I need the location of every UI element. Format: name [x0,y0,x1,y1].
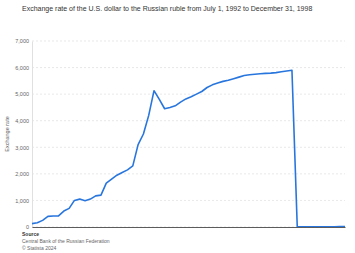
grid-line [32,173,345,174]
title-line: Exchange rate of the U.S. dollar to the … [22,5,312,13]
y-tick-label: 6,000 [15,65,29,71]
grid-line [32,94,345,95]
y-tick: 7,000 [15,38,32,44]
source-text: © Statista 2024 [22,245,56,251]
x-axis [33,227,346,228]
x-axis-line [33,227,346,228]
grid-line [32,67,345,68]
y-tick: 1,000 [15,198,32,204]
chart: Exchange rate of the U.S. dollar to the … [0,0,355,253]
y-tick-label: 0 [26,224,29,230]
y-tick-label: 4,000 [15,118,29,124]
source: SourceCentral Bank of the Russian Federa… [22,231,110,251]
grid-line [32,120,345,121]
y-tick: 6,000 [15,65,32,71]
y-tick-label: 1,000 [15,198,29,204]
y-tick-label: 3,000 [15,145,29,151]
y-tick-label: 5,000 [15,91,29,97]
grid [32,41,345,227]
y-tick-label: 7,000 [15,38,29,44]
source-text: Source [22,231,39,237]
plot-area [32,70,345,227]
title: Exchange rate of the U.S. dollar to the … [22,5,312,13]
y-tick: 2,000 [15,171,32,177]
y-axis-title: Exchange rate [4,116,10,151]
y-axis: 0 1,000 2,000 3,000 4,000 5,000 6,000 7,000 [15,38,32,230]
grid-line [32,147,345,148]
y-tick: 5,000 [15,91,32,97]
grid-line [32,41,345,42]
y-axis-line [32,42,33,228]
y-tick: 4,000 [15,118,32,124]
series-line [32,70,345,227]
source-text: Central Bank of the Russian Federation [22,238,110,244]
y-tick: 0 [26,224,32,230]
y-tick: 3,000 [15,145,32,151]
y-tick-label: 2,000 [15,171,29,177]
